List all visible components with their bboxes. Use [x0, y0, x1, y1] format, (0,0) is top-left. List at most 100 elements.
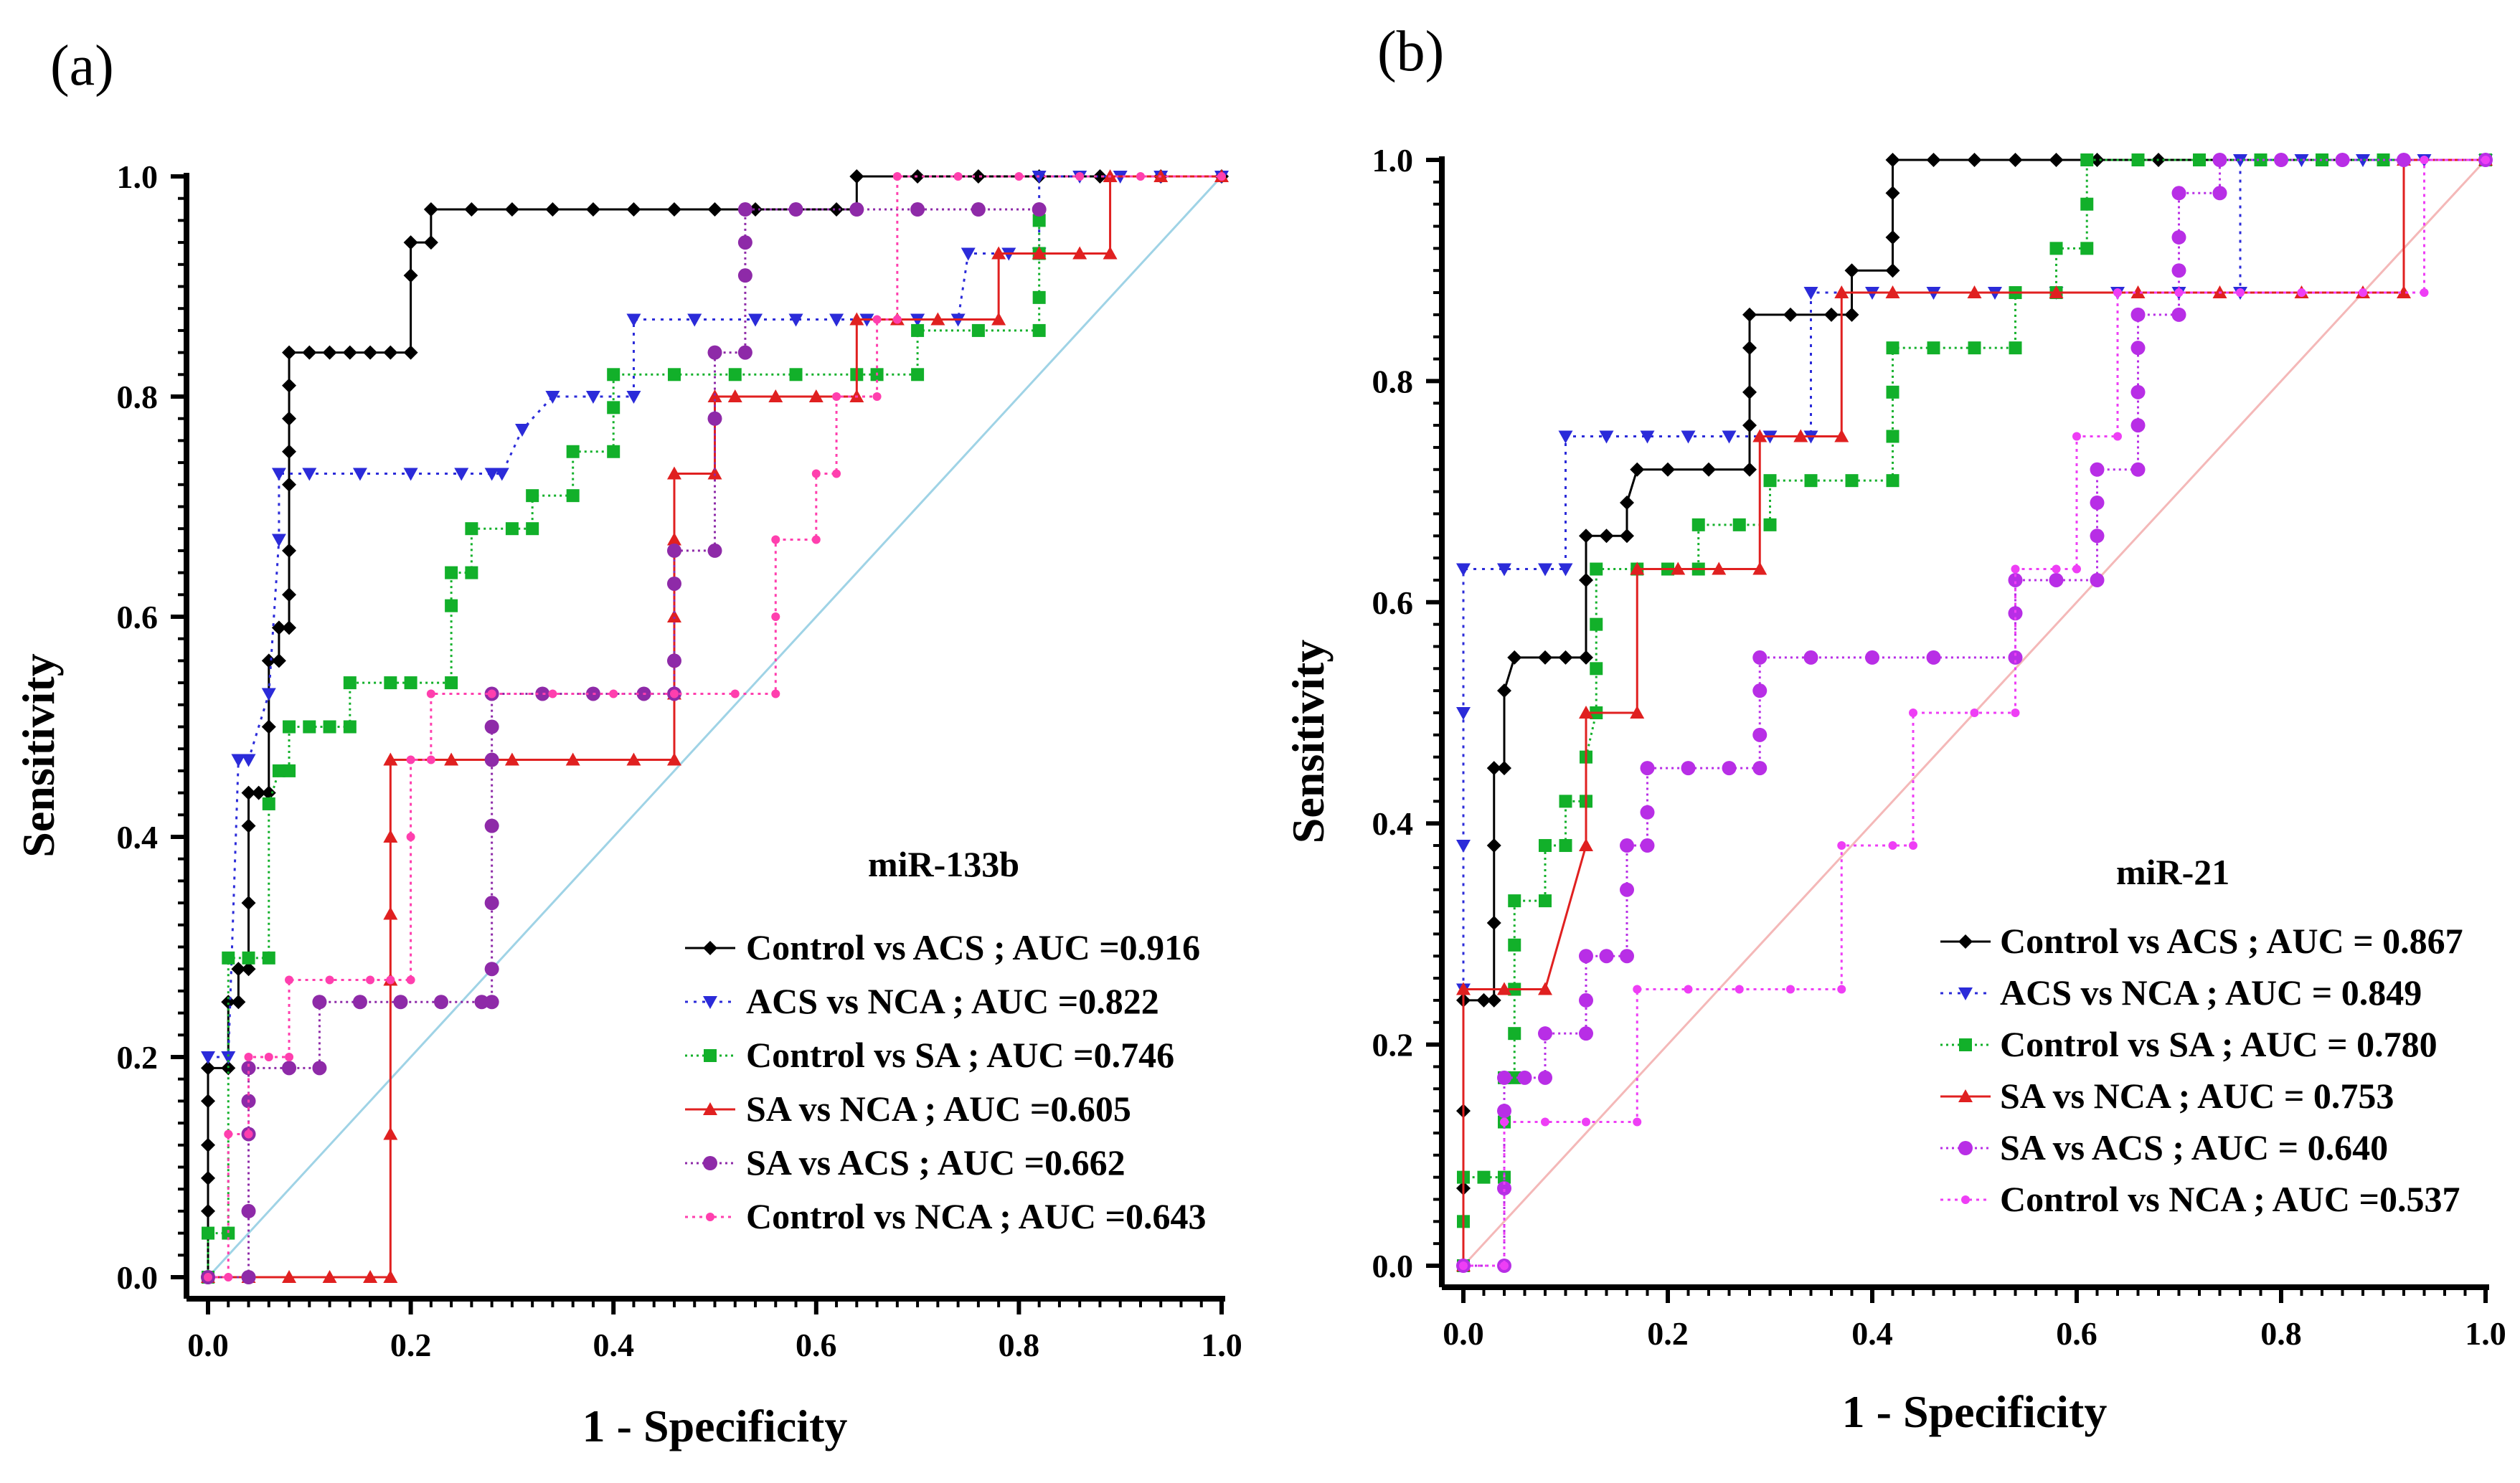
roc-point — [737, 235, 752, 250]
roc-point — [1671, 562, 1686, 575]
roc-point — [707, 389, 722, 402]
roc-point — [343, 676, 357, 690]
roc-point — [312, 1061, 327, 1076]
roc-point — [1865, 650, 1879, 665]
roc-point — [1032, 246, 1047, 260]
x-tick-label: 1.0 — [1201, 1327, 1242, 1363]
roc-point — [1579, 992, 1593, 1008]
roc-point — [910, 202, 925, 217]
roc-point — [1456, 707, 1471, 720]
roc-point — [222, 1226, 235, 1240]
roc-point — [991, 246, 1006, 260]
roc-curve-line — [208, 175, 1222, 1058]
roc-point — [464, 202, 479, 217]
roc-point — [771, 612, 780, 621]
roc-point — [789, 368, 803, 382]
legend-entry: SA vs NCA ; AUC = 0.753 — [1940, 1076, 2394, 1116]
legend-label: ACS vs NCA ; AUC = 0.849 — [2000, 972, 2422, 1013]
roc-point — [2113, 432, 2122, 441]
roc-point — [1834, 429, 1849, 442]
roc-point — [242, 951, 255, 965]
roc-point — [1752, 562, 1768, 575]
roc-point — [303, 720, 316, 734]
roc-point — [383, 1270, 398, 1283]
roc-point — [1783, 307, 1798, 322]
roc-point — [669, 689, 679, 698]
roc-point — [707, 411, 722, 426]
roc-point — [1508, 894, 1521, 908]
roc-point — [1599, 430, 1614, 444]
legend-entry: Control vs ACS ; AUC = 0.867 — [1940, 921, 2463, 961]
roc-point — [1014, 172, 1024, 181]
roc-point — [244, 1129, 253, 1139]
roc-point — [1456, 840, 1471, 853]
roc-point — [1136, 172, 1145, 181]
legend-entry: SA vs ACS ; AUC =0.662 — [685, 1142, 1125, 1183]
roc-point — [484, 896, 499, 911]
roc-point — [892, 315, 902, 324]
roc-point — [1486, 992, 1501, 1008]
roc-point — [1579, 838, 1593, 852]
legend: miR-21 Control vs ACS ; AUC = 0.867 ACS vs… — [1940, 852, 2463, 1219]
legend-label: ACS vs NCA ; AUC =0.822 — [746, 981, 1159, 1021]
roc-point — [1712, 562, 1727, 575]
legend-label: SA vs NCA ; AUC = 0.753 — [2000, 1076, 2394, 1116]
roc-point — [730, 689, 740, 698]
roc-point — [241, 818, 256, 833]
roc-point — [1834, 285, 1849, 299]
roc-point — [1497, 683, 1511, 698]
roc-point — [849, 202, 864, 217]
roc-point — [1579, 1026, 1593, 1041]
roc-point — [2212, 153, 2227, 167]
roc-point — [271, 534, 286, 547]
roc-point — [264, 1053, 273, 1061]
roc-point — [261, 785, 276, 800]
roc-point — [261, 688, 276, 701]
legend-entry: SA vs ACS ; AUC = 0.640 — [1940, 1127, 2388, 1167]
roc-point — [271, 653, 286, 668]
roc-point — [748, 202, 763, 217]
roc-point — [1742, 462, 1757, 477]
y-tick-label: 0.8 — [117, 379, 159, 415]
roc-point — [1633, 985, 1642, 994]
roc-point — [811, 535, 821, 544]
roc-point — [366, 975, 375, 985]
roc-point — [1538, 1070, 1552, 1085]
roc-point — [241, 896, 256, 911]
roc-point — [504, 202, 519, 217]
roc-point — [1558, 430, 1573, 444]
roc-curve-line — [1463, 158, 2486, 1267]
roc-point — [1217, 172, 1226, 181]
roc-point — [666, 543, 681, 558]
roc-point — [1752, 650, 1768, 665]
roc-point — [302, 468, 317, 481]
roc-point — [2397, 153, 2411, 167]
roc-point — [971, 323, 985, 337]
roc-point — [771, 689, 780, 698]
x-tick-label: 1.0 — [2465, 1315, 2506, 1352]
roc-point — [1508, 1027, 1521, 1041]
roc-point — [454, 468, 469, 481]
roc-point — [1477, 1170, 1491, 1184]
roc-point — [2008, 153, 2023, 167]
roc-point — [426, 755, 435, 764]
roc-point — [282, 411, 297, 426]
roc-point — [2130, 384, 2146, 399]
roc-point — [1691, 518, 1705, 531]
roc-point — [1500, 1261, 1509, 1270]
roc-point — [1075, 172, 1085, 181]
roc-point — [607, 401, 620, 414]
roc-point — [201, 1094, 215, 1109]
roc-point — [241, 785, 256, 800]
roc-point — [1640, 430, 1655, 444]
roc-point — [545, 391, 560, 404]
roc-point — [1579, 529, 1593, 544]
roc-point — [1497, 563, 1511, 577]
y-tick-label: 0.6 — [117, 599, 159, 635]
roc-point — [1486, 761, 1501, 776]
roc-point — [283, 720, 296, 734]
roc-point — [403, 345, 418, 360]
roc-point — [224, 1273, 233, 1281]
roc-point — [535, 686, 550, 701]
